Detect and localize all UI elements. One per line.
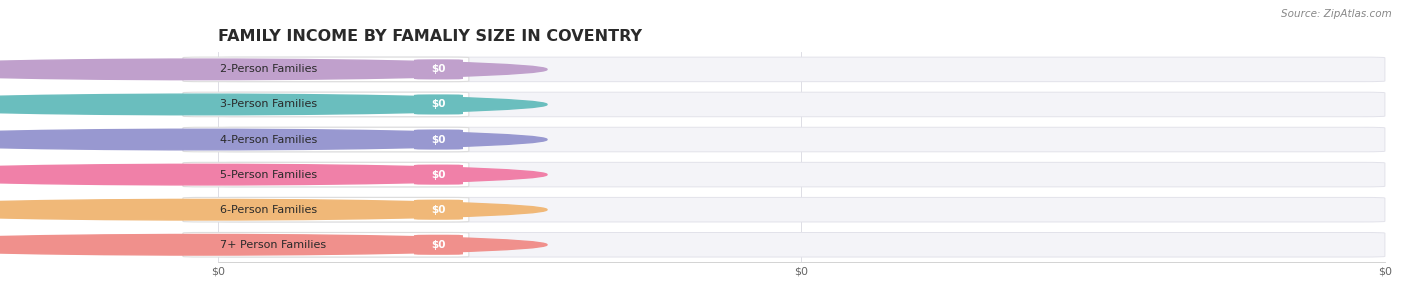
FancyBboxPatch shape	[218, 197, 1385, 222]
Text: 3-Person Families: 3-Person Families	[221, 99, 318, 109]
FancyBboxPatch shape	[183, 127, 468, 152]
Text: $0: $0	[432, 99, 446, 109]
Text: Source: ZipAtlas.com: Source: ZipAtlas.com	[1281, 9, 1392, 19]
Text: $0: $0	[432, 135, 446, 145]
Text: 6-Person Families: 6-Person Families	[221, 205, 318, 215]
FancyBboxPatch shape	[183, 57, 468, 82]
Circle shape	[0, 164, 547, 185]
FancyBboxPatch shape	[218, 232, 1385, 257]
FancyBboxPatch shape	[218, 57, 1385, 82]
FancyBboxPatch shape	[218, 162, 1385, 187]
Circle shape	[0, 129, 547, 150]
FancyBboxPatch shape	[413, 59, 463, 80]
Circle shape	[0, 199, 547, 220]
Text: $0: $0	[432, 64, 446, 74]
FancyBboxPatch shape	[183, 232, 468, 257]
Text: 4-Person Families: 4-Person Families	[221, 135, 318, 145]
Text: 7+ Person Families: 7+ Person Families	[221, 240, 326, 250]
FancyBboxPatch shape	[183, 162, 468, 187]
Text: FAMILY INCOME BY FAMALIY SIZE IN COVENTRY: FAMILY INCOME BY FAMALIY SIZE IN COVENTR…	[218, 29, 643, 44]
Circle shape	[0, 235, 547, 255]
Text: $0: $0	[432, 205, 446, 215]
FancyBboxPatch shape	[183, 197, 468, 222]
FancyBboxPatch shape	[413, 129, 463, 150]
Text: $0: $0	[432, 240, 446, 250]
Text: 5-Person Families: 5-Person Families	[221, 170, 318, 180]
Text: 2-Person Families: 2-Person Families	[221, 64, 318, 74]
FancyBboxPatch shape	[218, 92, 1385, 117]
FancyBboxPatch shape	[413, 235, 463, 255]
FancyBboxPatch shape	[218, 127, 1385, 152]
FancyBboxPatch shape	[413, 164, 463, 185]
Circle shape	[0, 59, 547, 80]
FancyBboxPatch shape	[413, 199, 463, 220]
FancyBboxPatch shape	[413, 94, 463, 115]
Text: $0: $0	[432, 170, 446, 180]
Circle shape	[0, 94, 547, 115]
FancyBboxPatch shape	[183, 92, 468, 117]
